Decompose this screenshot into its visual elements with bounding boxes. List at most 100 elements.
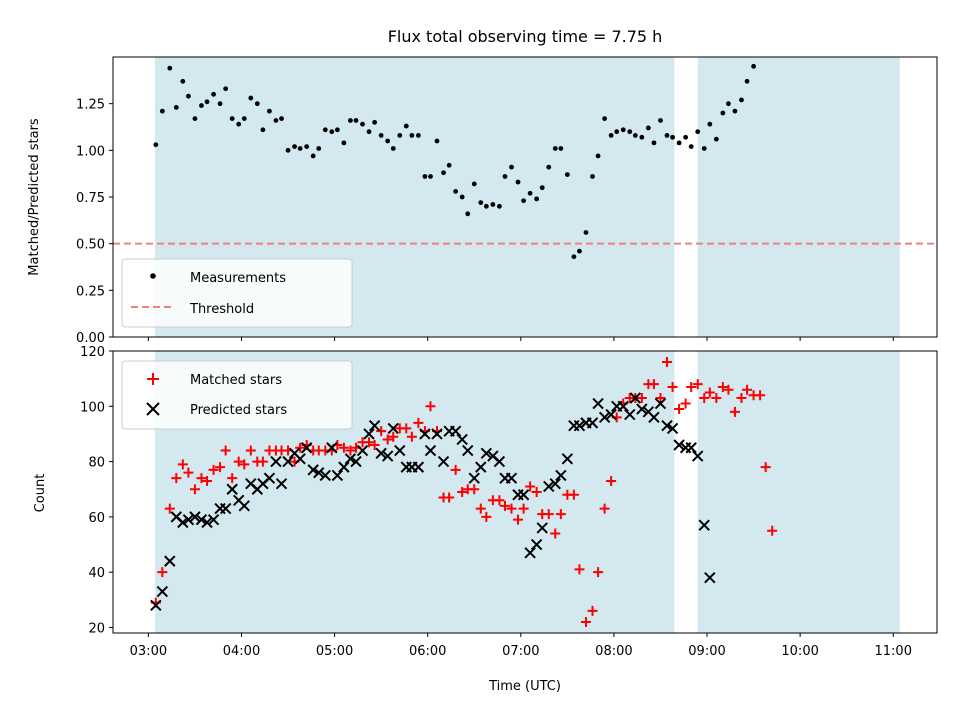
measurement-point [316, 146, 322, 151]
legend-bottom: Matched stars Predicted stars [121, 360, 353, 430]
matched-stars-point [220, 445, 231, 456]
predicted-stars-point [536, 522, 548, 534]
predicted-stars-point [226, 483, 238, 495]
matched-stars-point [667, 381, 678, 392]
matched-stars-point [518, 503, 529, 514]
predicted-stars-point [375, 447, 387, 460]
measurement-point [751, 63, 756, 69]
matched-stars-point [345, 445, 356, 456]
matched-stars-point [444, 492, 455, 503]
measurement-point [322, 127, 328, 133]
x-axis-label: Time (UTC) [488, 679, 561, 694]
matched-stars-point [555, 509, 566, 520]
matched-stars-point [388, 431, 399, 442]
measurement-point [620, 127, 626, 133]
measurement-point [329, 129, 335, 135]
matched-stars-point [257, 456, 268, 467]
matched-stars-point [574, 564, 585, 575]
predicted-stars-point [177, 516, 189, 529]
measurement-point [397, 133, 403, 138]
matched-stars-point [742, 384, 753, 395]
measurement-point [670, 134, 675, 140]
count-points [150, 357, 778, 627]
predicted-stars-point [704, 571, 716, 584]
predicted-stars-point [592, 397, 604, 410]
measurement-point [428, 174, 433, 179]
matched-stars-point [580, 616, 591, 627]
measurement-point [521, 198, 527, 204]
predicted-stars-point [449, 425, 462, 437]
measurement-point [595, 153, 601, 159]
matched-stars-point [587, 605, 598, 616]
measurement-point [707, 121, 713, 127]
matched-stars-point [425, 401, 436, 412]
measurement-point [385, 138, 391, 144]
measurement-point [334, 127, 340, 133]
measurement-point [664, 133, 670, 138]
matched-stars-point [506, 503, 517, 514]
predicted-stars-point [356, 444, 369, 457]
measurement-point [608, 133, 614, 138]
matched-stars-point [543, 509, 554, 520]
x-tick-label: 05:00 [316, 644, 353, 659]
predicted-stars-point [549, 477, 561, 490]
plot-frame-bottom [112, 350, 938, 634]
shaded-interval [697, 57, 900, 337]
measurement-point [744, 78, 750, 84]
measurement-point [186, 93, 191, 99]
predicted-stars-point [493, 455, 506, 468]
measurement-point [509, 164, 514, 170]
y-axis-label-bottom: Count [33, 474, 48, 513]
measurement-point [701, 146, 707, 151]
matched-stars-point [481, 511, 492, 522]
predicted-stars-point [505, 472, 518, 484]
legend-marker-plus [147, 373, 159, 385]
predicted-stars-point [238, 500, 250, 512]
matched-stars-point [711, 393, 722, 403]
measurement-point [577, 248, 582, 254]
matched-stars-point [475, 503, 486, 514]
matched-stars-point [401, 423, 412, 434]
matched-stars-point [767, 525, 778, 536]
predicted-stars-point [666, 422, 679, 435]
predicted-stars-point [189, 511, 201, 523]
matched-stars-point [450, 464, 461, 475]
matched-stars-point [736, 393, 747, 403]
measurement-point [229, 116, 235, 121]
matched-stars-point [171, 473, 182, 484]
legend-label-measurements: Measurements [190, 271, 286, 286]
matched-stars-point [157, 567, 168, 578]
measurement-point [341, 140, 347, 146]
predicted-stars-point [412, 461, 425, 473]
measurement-point [204, 99, 210, 105]
predicted-stars-point [368, 419, 381, 432]
predicted-stars-point [624, 408, 636, 421]
matched-stars-point [606, 475, 617, 486]
measurement-point [614, 129, 620, 135]
measurement-point [173, 105, 179, 110]
panel-counts: 20 40 60 80 100 120 03:00 04:00 05:00 06:00 07:00… [33, 345, 938, 694]
matched-stars-point [648, 379, 659, 390]
matched-stars-point [208, 464, 219, 475]
matched-stars-point [295, 442, 306, 453]
y-tick-label: 0.25 [76, 284, 105, 299]
measurement-point [304, 144, 310, 150]
legend-label-matched: Matched stars [190, 373, 282, 388]
measurement-point [459, 194, 465, 200]
predicted-stars-point [419, 428, 431, 440]
measurement-point [236, 121, 242, 127]
matched-stars-point [239, 459, 250, 470]
measurement-point [211, 91, 216, 97]
measurement-point [273, 118, 279, 123]
predicted-stars-point [648, 411, 660, 424]
matched-stars-point [674, 404, 685, 415]
predicted-stars-point [468, 472, 480, 484]
measurement-point [688, 144, 694, 150]
measurement-point [360, 121, 365, 127]
predicted-stars-point [282, 455, 294, 468]
matched-stars-point [227, 473, 238, 484]
measurement-point [267, 108, 272, 114]
matched-stars-point [692, 379, 703, 390]
matched-stars-point [406, 431, 417, 442]
